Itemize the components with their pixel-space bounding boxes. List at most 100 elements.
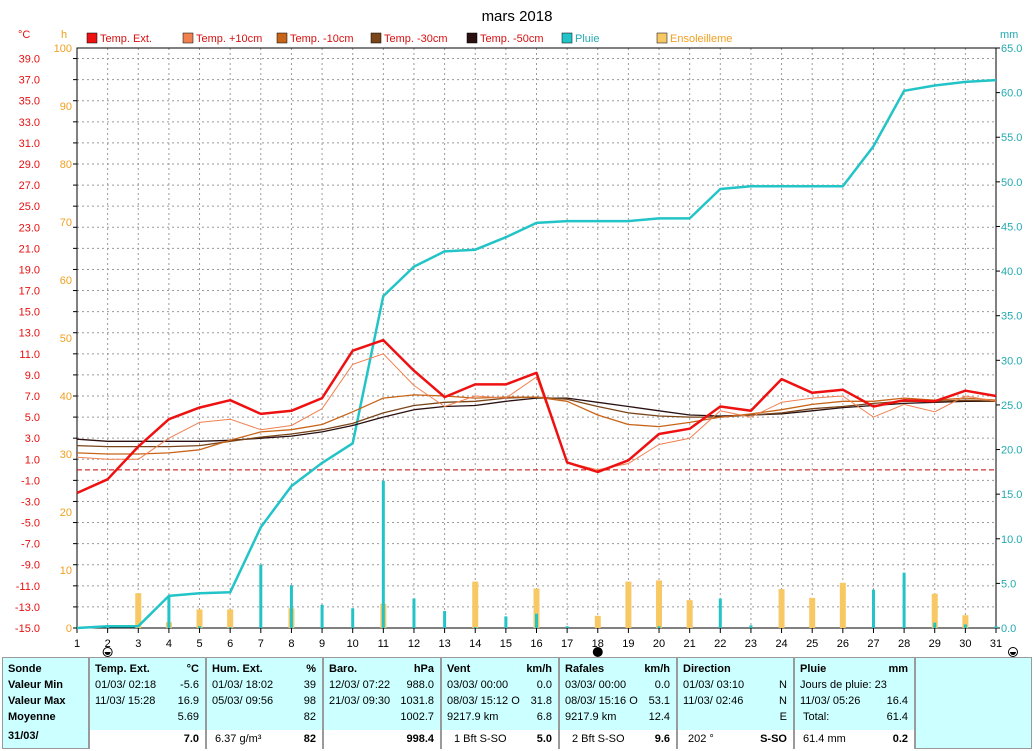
hours-tick-label: 70 <box>60 217 72 229</box>
temp-tick-label: -3.0 <box>21 496 40 508</box>
rain-bar <box>198 626 202 628</box>
series-pluie <box>76 78 997 630</box>
x-tick-label: 19 <box>622 638 634 650</box>
rafales-max-date: 08/03/ 15:16 O <box>565 695 638 707</box>
mm-tick-label: 10.0 <box>1001 534 1022 546</box>
sun-bar <box>196 609 203 628</box>
mm-tick-label: 15.0 <box>1001 489 1022 501</box>
x-tick-label: 23 <box>745 638 757 650</box>
series-lines <box>76 78 997 630</box>
temp-tick-label: -5.0 <box>21 518 40 530</box>
rain-bar <box>994 626 998 628</box>
sun-bar <box>135 593 142 628</box>
rafales-title: Rafales <box>565 663 605 675</box>
x-tick-label: 20 <box>653 638 665 650</box>
row-max-label: Valeur Max <box>8 695 66 707</box>
hours-tick-label: 90 <box>60 101 72 113</box>
sun-bar <box>686 600 693 628</box>
legend-swatch-ensoleillement <box>656 32 668 44</box>
row-min-label: Valeur Min <box>8 679 64 691</box>
baro-unit: hPa <box>413 663 434 675</box>
rain-bar <box>749 625 753 628</box>
legend-label-temp_ext: Temp. Ext. <box>100 33 152 45</box>
rafales-moy: 12.4 <box>648 711 670 723</box>
moon-phase-icon <box>592 647 603 657</box>
legend-label-temp_p10: Temp. +10cm <box>196 33 262 45</box>
sun-bar <box>839 582 846 628</box>
baro-title: Baro. <box>329 663 358 675</box>
col-direction: Direction 01/03/ 03:10 N 11/03/ 02:46 N E … <box>677 657 794 749</box>
hours-tick-label: 60 <box>60 275 72 287</box>
mm-tick-label: 45.0 <box>1001 221 1022 233</box>
temp-tick-label: -13.0 <box>15 602 40 614</box>
temp-moy: 5.69 <box>177 711 199 723</box>
col-vent: Vent km/h 03/03/ 00:00 0.0 08/03/ 15:12 O 3… <box>441 657 559 749</box>
temp-tick-label: 23.0 <box>19 222 40 234</box>
sun-bar <box>656 580 663 628</box>
temp-title: Temp. Ext. <box>95 663 150 675</box>
temp-tick-label: 11.0 <box>19 349 40 361</box>
direction-last-extra: 202 ° <box>688 733 714 745</box>
pluie-max: 16.4 <box>886 695 908 707</box>
mm-tick-label: 40.0 <box>1001 266 1022 278</box>
rain-bar <box>167 595 171 628</box>
temp-tick-label: -15.0 <box>15 623 40 635</box>
temp-max-date: 11/03/ 15:28 <box>95 695 156 707</box>
x-tick-label: 1 <box>74 638 80 650</box>
temp-min-date: 01/03/ 02:18 <box>95 679 157 691</box>
col-hum: Hum. Ext.% 01/03/ 18:02 39 05/03/ 09:56 98… <box>206 657 323 749</box>
x-tick-label: 31 <box>990 638 1002 650</box>
mid-unit: h <box>61 29 67 41</box>
right-unit: mm <box>1000 29 1018 41</box>
direction-min: N <box>779 679 787 691</box>
baro-max-date: 21/03/ 09:30 <box>329 695 391 707</box>
temp-tick-label: 29.0 <box>19 159 40 171</box>
sun-bar <box>533 588 540 628</box>
sun-bar <box>227 609 234 628</box>
rain-bar <box>871 589 875 628</box>
hum-max-date: 05/03/ 09:56 <box>212 695 274 707</box>
rafales-last-extra: 2 Bft S-SO <box>572 733 625 745</box>
baro-min: 988.0 <box>406 679 434 691</box>
rain-bar <box>381 480 385 628</box>
rain-bar <box>933 622 937 628</box>
pluie-last-extra: 61.4 mm <box>803 733 846 745</box>
temp-tick-label: 3.0 <box>25 433 40 445</box>
mm-tick-label: 25.0 <box>1001 400 1022 412</box>
rain-bar <box>473 627 477 628</box>
rain-bar <box>535 613 538 628</box>
x-tick-label: 22 <box>714 638 726 650</box>
legend-label-temp_m30: Temp. -30cm <box>384 33 448 45</box>
x-tick-label: 7 <box>258 638 264 650</box>
hours-tick-label: 0 <box>66 623 72 635</box>
x-tick-label: 13 <box>438 638 450 650</box>
sonde-title: Sonde <box>8 663 42 675</box>
moon-phase-icon-fill <box>104 652 111 655</box>
temp-unit: °C <box>186 663 199 675</box>
legend-label-ensoleillement: Ensoleilleme <box>670 33 732 45</box>
rain-bar <box>565 626 569 628</box>
left-unit: °C <box>18 29 30 41</box>
col-pluie: Pluie mm Jours de pluie: 23 11/03/ 05:26 1… <box>794 657 915 749</box>
hum-min-date: 01/03/ 18:02 <box>212 679 274 691</box>
temp-tick-label: 13.0 <box>19 328 40 340</box>
temp-tick-label: 5.0 <box>25 412 40 424</box>
hum-moy: 82 <box>303 711 316 723</box>
mm-tick-label: 65.0 <box>1001 43 1022 55</box>
vent-last: 5.0 <box>536 733 552 745</box>
temp-tick-label: 31.0 <box>19 138 40 150</box>
rain-bar <box>718 598 722 628</box>
legend-swatch-temp_p10 <box>182 32 194 44</box>
rain-bar <box>657 626 661 628</box>
sun-bar <box>931 593 938 628</box>
pluie-total: 61.4 <box>886 711 908 723</box>
direction-min-date: 01/03/ 03:10 <box>683 679 745 691</box>
vent-last-extra: 1 Bft S-SO <box>454 733 507 745</box>
direction-title: Direction <box>683 663 731 675</box>
x-tick-label: 8 <box>288 638 294 650</box>
pluie-jours: Jours de pluie: 23 <box>800 679 887 691</box>
col-baro: Baro. hPa 12/03/ 07:22 988.0 21/03/ 09:30 1… <box>323 657 441 749</box>
temp-tick-label: -7.0 <box>21 539 40 551</box>
rafales-unit: km/h <box>644 663 670 675</box>
vent-moy-extra: 9217.9 km <box>447 711 499 723</box>
